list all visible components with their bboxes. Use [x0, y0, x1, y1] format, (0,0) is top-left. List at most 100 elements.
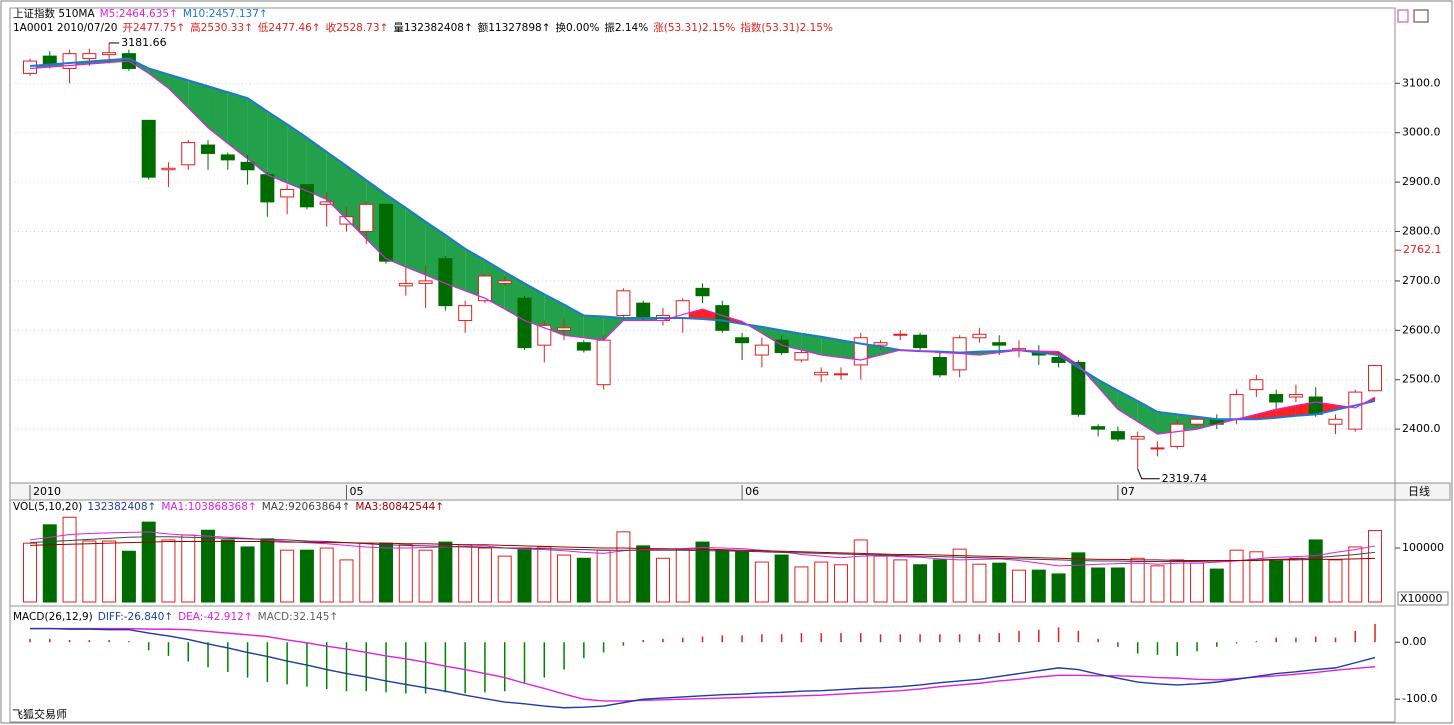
y-tick-label: 2600.0 [1402, 323, 1441, 336]
volume-bar [655, 557, 670, 603]
candle-body [1269, 394, 1284, 403]
low-label: 2319.74 [1162, 472, 1208, 485]
legend-item: 涨(53.31)2.15% [653, 22, 736, 34]
candle-body [1328, 418, 1343, 425]
volume-bar [319, 547, 334, 603]
candle-body [299, 184, 314, 208]
ma-ribbon [801, 333, 822, 356]
ma-ribbon [880, 346, 901, 356]
high-label: 3181.66 [121, 36, 166, 49]
price-marker: 2762.1 [1403, 243, 1442, 256]
candle-body [1170, 423, 1185, 447]
volume-bar [477, 547, 492, 603]
candle-body [260, 174, 275, 203]
candle-body [794, 352, 809, 361]
candle-body [1368, 365, 1383, 392]
legend-item: 上证指数 510MA [13, 8, 95, 20]
x-tick-label: 06 [745, 485, 759, 498]
volume-bar [1051, 573, 1066, 603]
candle-body [1091, 426, 1106, 430]
volume-bar [1368, 530, 1383, 603]
candle-body [1190, 418, 1205, 425]
unit-box [1397, 591, 1449, 606]
diff-line [30, 627, 1376, 709]
legend-item: MA3:80842544↑ [355, 501, 445, 513]
ma-ribbon [583, 315, 604, 341]
candle-body [873, 342, 888, 346]
candle-body [240, 161, 255, 171]
candle-body [477, 275, 492, 302]
volume-bar [1031, 569, 1046, 603]
volume-bar [42, 524, 57, 603]
volume-bar [220, 539, 235, 603]
legend-item: 低2477.46↑ [257, 22, 321, 34]
legend-item: 振2.14% [604, 22, 649, 34]
volume-bar [893, 559, 908, 603]
volume-bar [1269, 560, 1284, 603]
dea-line [30, 627, 1376, 702]
volume-bar [458, 544, 473, 603]
x-tick-label: 2010 [33, 485, 61, 498]
volume-bar [299, 549, 314, 603]
legend: MACD(26,12,9) DIFF:-26.840↑ DEA:-42.912↑ MA… [13, 611, 343, 624]
volume-bar [1328, 559, 1343, 603]
volume-bar [497, 555, 512, 603]
candle-body [1130, 436, 1145, 440]
legend-item: 指数(53.31)2.15% [740, 22, 833, 34]
candle-body [141, 119, 156, 178]
volume-bar [735, 551, 750, 603]
candle-body [201, 144, 216, 154]
candle-body [1071, 361, 1086, 415]
volume-bar [161, 539, 176, 603]
candle-body [280, 189, 295, 198]
volume-bar [1308, 539, 1323, 603]
legend-item: 132382408↑ [87, 501, 157, 513]
ma-ribbon [1256, 409, 1277, 420]
candle-body [932, 357, 947, 376]
candle-body [1249, 379, 1264, 391]
legend-item: MACD(26,12,9) [13, 611, 93, 623]
candle-body [339, 216, 354, 225]
candle-body [181, 142, 196, 166]
legend-item: MA1:103868368↑ [161, 501, 257, 513]
volume-bar [833, 564, 848, 603]
legend: 上证指数 510MA M5:2464.635↑ M10:2457.137↑ [13, 8, 273, 21]
volume-bar [1110, 567, 1125, 603]
y-tick-label: 2400.0 [1402, 422, 1441, 435]
ma-ribbon [247, 98, 268, 175]
legend-item: MA2:92063864↑ [261, 501, 351, 513]
icon-window[interactable] [1413, 9, 1429, 23]
legend-item: 开2477.75↑ [122, 22, 186, 34]
candle-body [1288, 394, 1303, 398]
volume-bar [715, 549, 730, 603]
volume-bar [359, 542, 374, 603]
candle-body [754, 344, 769, 356]
candle-body [82, 53, 97, 60]
volume-bar [695, 541, 710, 603]
legend-item: MACD:32.145↑ [257, 611, 339, 623]
y-tick-label: 2500.0 [1402, 373, 1441, 386]
y-tick-label: 2900.0 [1402, 175, 1441, 188]
candle-body [1348, 391, 1363, 430]
candle-body [438, 258, 453, 307]
volume-bar [1190, 562, 1205, 603]
y-tick-label: -100.0 [1402, 692, 1437, 705]
volume-bar [972, 563, 987, 603]
legend-item: 高2530.33↑ [190, 22, 253, 34]
icon-resize[interactable] [1397, 9, 1409, 23]
y-tick-label: 2800.0 [1402, 225, 1441, 238]
ma-ribbon [168, 74, 189, 108]
ma5-line [29, 60, 1376, 435]
volume-bar [754, 561, 769, 603]
legend: VOL(5,10,20) 132382408↑ MA1:103868368↑ MA2:… [13, 501, 449, 514]
volume-bar [932, 559, 947, 603]
volume-bar [339, 559, 354, 603]
ma-ribbon [1117, 390, 1138, 422]
volume-bar [398, 544, 413, 603]
volume-bar [121, 550, 136, 603]
legend-item: 收2528.73↑ [325, 22, 389, 34]
volume-bar [240, 546, 255, 603]
